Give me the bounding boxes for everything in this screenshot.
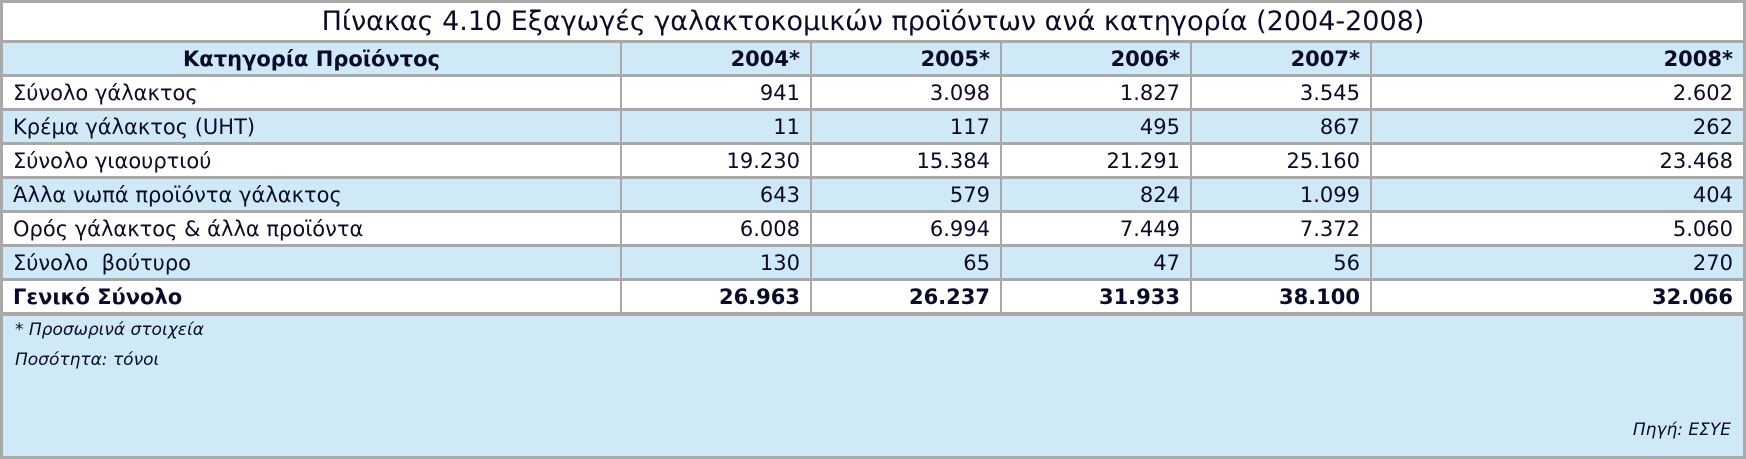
cell-value: 941 — [620, 77, 810, 108]
column-header: 2004* — [620, 43, 810, 74]
column-header: 2005* — [810, 43, 1000, 74]
total-value: 31.933 — [1000, 281, 1190, 312]
cell-value: 404 — [1370, 179, 1743, 210]
cell-value: 270 — [1370, 247, 1743, 278]
header-row: Κατηγορία Προϊόντος 2004* 2005* 2006* 2007* 2… — [3, 43, 1743, 74]
cell-value: 21.291 — [1000, 145, 1190, 176]
column-header: 2006* — [1000, 43, 1190, 74]
total-value: 38.100 — [1190, 281, 1370, 312]
total-value: 26.963 — [620, 281, 810, 312]
total-label: Γενικό Σύνολο — [3, 281, 620, 312]
cell-value: 7.372 — [1190, 213, 1370, 244]
row-label: Σύνολο βούτυρο — [3, 247, 620, 278]
column-header: Κατηγορία Προϊόντος — [3, 43, 620, 74]
cell-value: 47 — [1000, 247, 1190, 278]
total-value: 32.066 — [1370, 281, 1743, 312]
cell-value: 65 — [810, 247, 1000, 278]
cell-value: 867 — [1190, 111, 1370, 142]
row: Ορός γάλακτος & άλλα προϊόντα 6.008 6.994 7… — [3, 213, 1743, 244]
total-value: 26.237 — [810, 281, 1000, 312]
column-header: 2007* — [1190, 43, 1370, 74]
cell-value: 5.060 — [1370, 213, 1743, 244]
table-title: Πίνακας 4.10 Εξαγωγές γαλακτοκομικών προ… — [3, 3, 1743, 40]
cell-value: 643 — [620, 179, 810, 210]
cell-value: 1.099 — [1190, 179, 1370, 210]
cell-value: 3.545 — [1190, 77, 1370, 108]
column-header: 2008* — [1370, 43, 1743, 74]
cell-value: 824 — [1000, 179, 1190, 210]
row-label: Κρέμα γάλακτος (UHT) — [3, 111, 620, 142]
cell-value: 15.384 — [810, 145, 1000, 176]
cell-value: 117 — [810, 111, 1000, 142]
source: Πηγή: ΕΣΥΕ — [1632, 420, 1731, 440]
note: Ποσότητα: τόνοι — [15, 350, 160, 370]
cell-value: 56 — [1190, 247, 1370, 278]
row: Σύνολο γιαουρτιού 19.230 15.384 21.291 25.16… — [3, 145, 1743, 176]
cell-value: 1.827 — [1000, 77, 1190, 108]
row-label: Σύνολο γάλακτος — [3, 77, 620, 108]
cell-value: 262 — [1370, 111, 1743, 142]
cell-value: 7.449 — [1000, 213, 1190, 244]
row-label: Άλλα νωπά προϊόντα γάλακτος — [3, 179, 620, 210]
cell-value: 25.160 — [1190, 145, 1370, 176]
cell-value: 579 — [810, 179, 1000, 210]
table: Πίνακας 4.10 Εξαγωγές γαλακτοκομικών προ… — [3, 0, 1743, 315]
cell-value: 495 — [1000, 111, 1190, 142]
total-row: Γενικό Σύνολο 26.963 26.237 31.933 38.100 32.… — [3, 281, 1743, 312]
row: Σύνολο βούτυρο 130 65 47 56 270 — [3, 247, 1743, 278]
note: * Προσωρινά στοιχεία — [15, 320, 204, 340]
cell-value: 6.008 — [620, 213, 810, 244]
cell-value: 11 — [620, 111, 810, 142]
footer: * Προσωρινά στοιχεία Ποσότητα: τόνοι Πηγ… — [3, 316, 1743, 456]
cell-value: 130 — [620, 247, 810, 278]
cell-value: 3.098 — [810, 77, 1000, 108]
cell-value: 6.994 — [810, 213, 1000, 244]
row: Άλλα νωπά προϊόντα γάλακτος 643 579 824 1.09… — [3, 179, 1743, 210]
cell-value: 23.468 — [1370, 145, 1743, 176]
row-label: Σύνολο γιαουρτιού — [3, 145, 620, 176]
cell-value: 19.230 — [620, 145, 810, 176]
row-label: Ορός γάλακτος & άλλα προϊόντα — [3, 213, 620, 244]
cell-value: 2.602 — [1370, 77, 1743, 108]
row: Κρέμα γάλακτος (UHT) 11 117 495 867 262 — [3, 111, 1743, 142]
row: Σύνολο γάλακτος 941 3.098 1.827 3.545 2.602 — [3, 77, 1743, 108]
